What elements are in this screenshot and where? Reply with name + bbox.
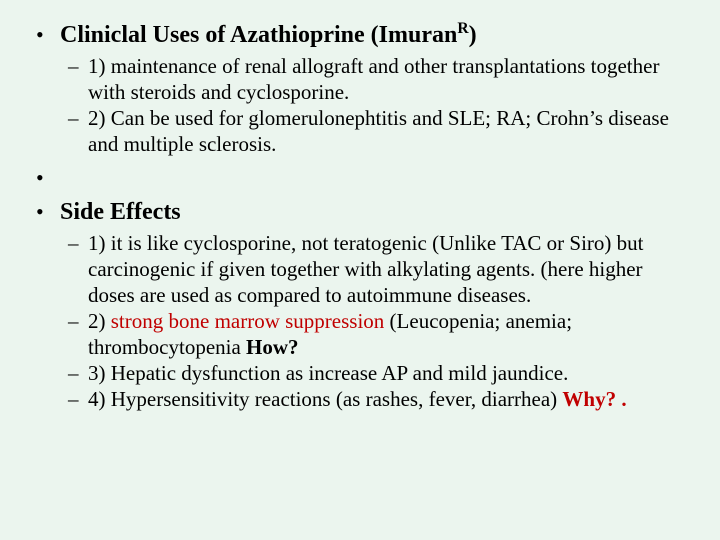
section-side-effects: Side Effects 1) it is like cyclosporine,… [30,197,690,412]
highlight-bone-marrow: strong bone marrow suppression [111,309,385,333]
heading-superscript: R [457,20,468,37]
item-text: 2) Can be used for glomerulonephtitis an… [88,106,669,156]
item-text: 1) it is like cyclosporine, not teratoge… [88,231,644,307]
heading-text-post: ) [469,22,477,48]
list-item: 3) Hepatic dysfunction as increase AP an… [60,360,690,386]
heading-side-effects: Side Effects [60,199,181,225]
slide: Cliniclal Uses of Azathioprine (ImuranR)… [0,0,720,540]
clinical-uses-list: 1) maintenance of renal allograft and ot… [60,53,690,157]
section-clinical-uses: Cliniclal Uses of Azathioprine (ImuranR)… [30,20,690,157]
heading-clinical-uses: Cliniclal Uses of Azathioprine (ImuranR) [60,22,477,48]
question-how: How? [246,335,299,359]
side-effects-list: 1) it is like cyclosporine, not teratoge… [60,230,690,412]
spacer [30,163,690,191]
item-text: 1) maintenance of renal allograft and ot… [88,54,659,104]
list-item: 4) Hypersensitivity reactions (as rashes… [60,386,690,412]
question-why: Why? . [562,387,626,411]
item-text: 3) Hepatic dysfunction as increase AP an… [88,361,568,385]
list-item: 2) Can be used for glomerulonephtitis an… [60,105,690,157]
list-item: 2) strong bone marrow suppression (Leuco… [60,308,690,360]
item-text-pre: 4) Hypersensitivity reactions (as rashes… [88,387,562,411]
content-list: Cliniclal Uses of Azathioprine (ImuranR)… [30,20,690,412]
item-text-pre: 2) [88,309,111,333]
list-item: 1) maintenance of renal allograft and ot… [60,53,690,105]
list-item: 1) it is like cyclosporine, not teratoge… [60,230,690,308]
heading-text-pre: Cliniclal Uses of Azathioprine (Imuran [60,22,457,48]
